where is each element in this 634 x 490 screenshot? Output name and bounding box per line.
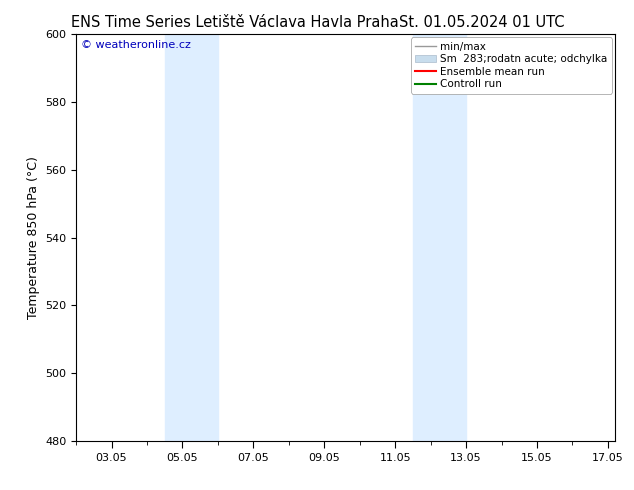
Text: St. 01.05.2024 01 UTC: St. 01.05.2024 01 UTC (399, 15, 565, 30)
Bar (165, 34, 218, 441)
Text: ENS Time Series Letiště Václava Havla Praha: ENS Time Series Letiště Václava Havla Pr… (71, 15, 398, 30)
Text: © weatheronline.cz: © weatheronline.cz (81, 40, 191, 50)
Legend: min/max, Sm  283;rodatn acute; odchylka, Ensemble mean run, Controll run: min/max, Sm 283;rodatn acute; odchylka, … (411, 37, 612, 94)
Bar (413, 34, 466, 441)
Y-axis label: Temperature 850 hPa (°C): Temperature 850 hPa (°C) (27, 156, 39, 319)
